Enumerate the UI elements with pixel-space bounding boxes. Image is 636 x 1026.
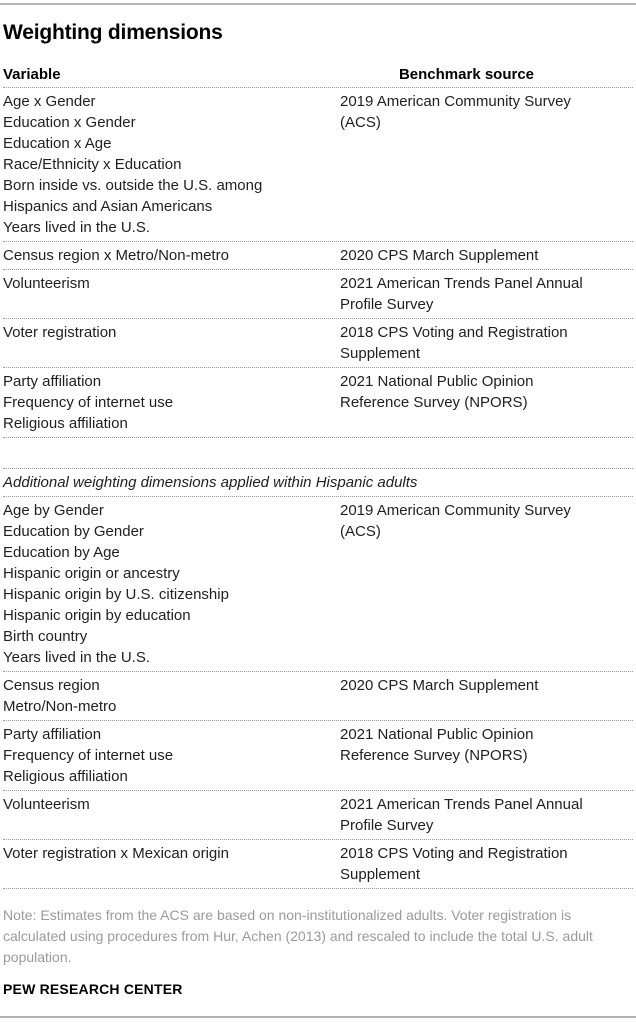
variable-label: Voter registration (3, 324, 117, 341)
variable-label: Hispanic origin by education (3, 607, 191, 624)
table-row: Age x Gender Education x Gender Education … (3, 88, 633, 242)
column-header-benchmark-source: Benchmark source (398, 66, 535, 83)
benchmark-source-cell: 2019 American Community Survey (ACS) (340, 93, 571, 131)
page-title: Weighting dimensions (3, 21, 223, 44)
variable-cell: Party affiliation Frequency of internet u… (3, 371, 340, 434)
variable-label: Birth country (3, 628, 88, 645)
variable-label: Hispanic origin by U.S. citizenship (3, 586, 229, 603)
benchmark-source-cell: 2018 CPS Voting and Registration Supplem… (340, 324, 568, 362)
table-row: Party affiliation Frequency of internet u… (3, 368, 633, 438)
variable-label: Years lived in the U.S. (3, 649, 151, 666)
variable-label: Party affiliation (3, 373, 102, 390)
variable-cell: Census region x Metro/Non-metro (3, 245, 340, 266)
variable-label: Religious affiliation (3, 768, 128, 785)
variable-cell: Census region Metro/Non-metro (3, 675, 340, 717)
variable-label: Frequency of internet use (3, 747, 174, 764)
table-row: Voter registration x Mexican origin 2018 … (3, 840, 633, 889)
table-row: Voter registration 2018 CPS Voting and Re… (3, 319, 633, 368)
variable-label: Born inside vs. outside the U.S. among H… (3, 177, 263, 215)
variable-label: Race/Ethnicity x Education (3, 156, 182, 173)
benchmark-source-cell: 2021 National Public Opinion Reference S… (340, 726, 534, 764)
table-header-row: Variable Benchmark source (3, 66, 633, 88)
variable-cell: Voter registration (3, 322, 340, 364)
variable-label: Census region (3, 677, 100, 694)
table-row: Volunteerism 2021 American Trends Panel A… (3, 791, 633, 840)
variable-label: Education x Gender (3, 114, 136, 131)
benchmark-source-cell: 2020 CPS March Supplement (340, 247, 539, 264)
top-rule (0, 3, 636, 5)
variable-label: Hispanic origin or ancestry (3, 565, 180, 582)
variable-cell: Party affiliation Frequency of internet u… (3, 724, 340, 787)
variable-label: Census region x Metro/Non-metro (3, 247, 229, 264)
variable-label: Age x Gender (3, 93, 96, 110)
section-gap (3, 438, 633, 468)
variable-label: Frequency of internet use (3, 394, 174, 411)
table-row: Census region Metro/Non-metro 2020 CPS Mar… (3, 672, 633, 721)
table-row: Age by Gender Education by Gender Educatio… (3, 497, 633, 672)
table-body: Age x Gender Education x Gender Education … (3, 88, 633, 889)
variable-label: Education x Age (3, 135, 112, 152)
variable-label: Voter registration x Mexican origin (3, 845, 229, 862)
table-row: Party affiliation Frequency of internet u… (3, 721, 633, 791)
benchmark-source-cell: 2021 American Trends Panel Annual Profil… (340, 275, 583, 313)
bottom-rule (0, 1016, 636, 1018)
benchmark-source-cell: 2020 CPS March Supplement (340, 677, 539, 694)
variable-label: Volunteerism (3, 796, 90, 813)
variable-cell: Voter registration x Mexican origin (3, 843, 340, 885)
table-row: Census region x Metro/Non-metro 2020 CPS … (3, 242, 633, 270)
variable-label: Metro/Non-metro (3, 698, 117, 715)
benchmark-source-cell: 2019 American Community Survey (ACS) (340, 502, 571, 540)
benchmark-source-cell: 2018 CPS Voting and Registration Supplem… (340, 845, 568, 883)
variable-label: Age by Gender (3, 502, 104, 519)
variable-label: Party affiliation (3, 726, 102, 743)
benchmark-source-cell: 2021 American Trends Panel Annual Profil… (340, 796, 583, 834)
variable-cell: Volunteerism (3, 273, 340, 315)
variable-label: Education by Age (3, 544, 120, 561)
variable-cell: Volunteerism (3, 794, 340, 836)
variable-label: Volunteerism (3, 275, 90, 292)
variable-label: Years lived in the U.S. (3, 219, 151, 236)
benchmark-source-cell: 2021 National Public Opinion Reference S… (340, 373, 534, 411)
column-header-variable: Variable (3, 66, 61, 83)
variable-cell: Age x Gender Education x Gender Education … (3, 91, 340, 238)
table-row: Volunteerism 2021 American Trends Panel A… (3, 270, 633, 319)
weighting-dimensions-figure: Weighting dimensions Variable Benchmark … (0, 3, 636, 1026)
variable-label: Religious affiliation (3, 415, 128, 432)
pew-research-center-label: PEW RESEARCH CENTER (3, 981, 183, 997)
variable-cell: Age by Gender Education by Gender Educatio… (3, 500, 340, 668)
section-header: Additional weighting dimensions applied … (3, 468, 633, 497)
note-text: Note: Estimates from the ACS are based o… (3, 907, 593, 965)
variable-label: Education by Gender (3, 523, 144, 540)
